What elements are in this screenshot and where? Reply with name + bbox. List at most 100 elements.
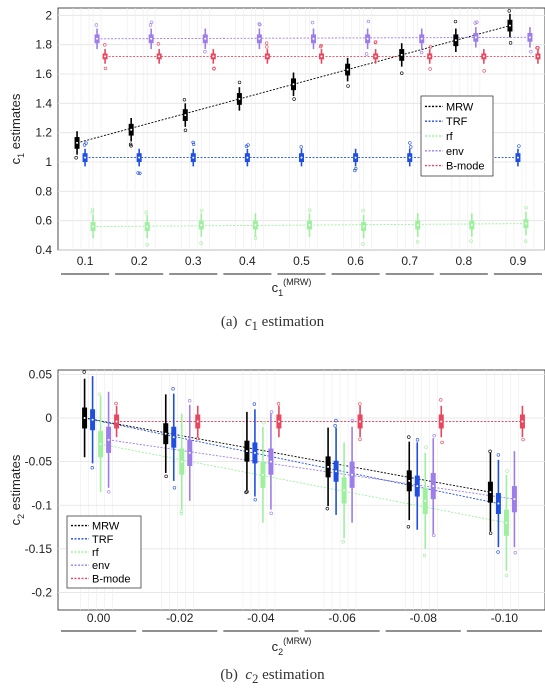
median-marker <box>106 438 111 442</box>
outlier-point <box>505 469 509 473</box>
legend-label: rf <box>92 547 100 559</box>
caption-a: (a) c1 estimation <box>0 314 545 334</box>
caption-b-text: estimation <box>262 667 325 683</box>
y-tick-label: -0.1 <box>31 498 52 512</box>
caption-b-var: c <box>245 667 253 683</box>
legend-label: rf <box>446 131 454 143</box>
outlier-point <box>318 44 323 49</box>
median-marker <box>91 224 95 229</box>
x-tick-label: -0.10 <box>491 611 519 625</box>
median-marker <box>516 156 520 160</box>
outlier-point <box>107 490 111 494</box>
trend-line-rf <box>100 443 507 524</box>
outlier-point <box>262 421 266 425</box>
y-tick-label: 1.6 <box>35 67 52 81</box>
outlier-point <box>212 66 216 71</box>
x-tick-label: 0.00 <box>87 611 111 625</box>
median-marker <box>374 54 378 59</box>
outlier-point <box>354 166 358 171</box>
median-marker <box>482 54 486 59</box>
caption-b-prefix: (b) <box>220 667 238 683</box>
x-tick-label: -0.04 <box>247 611 275 625</box>
median-marker <box>334 469 338 473</box>
outlier-point <box>496 453 501 457</box>
outlier-point <box>361 242 365 246</box>
legend-box <box>66 515 142 589</box>
caption-a-sub: 1 <box>251 319 258 333</box>
outlier-point <box>82 143 87 147</box>
y-tick-label: 1.2 <box>35 126 52 140</box>
chart-2: -0.2 -0.15 -0.1 -0.05 0 0.05 0.00 -0.02 -0.04 -0.… <box>8 367 545 657</box>
median-marker <box>350 473 354 477</box>
median-marker <box>400 53 404 57</box>
outlier-point <box>183 128 188 133</box>
outlier-point <box>203 50 207 54</box>
outlier-point <box>507 9 511 13</box>
outlier-point <box>513 550 517 555</box>
median-marker <box>82 416 87 420</box>
outlier-point <box>422 553 427 558</box>
median-marker <box>253 451 257 455</box>
outlier-point <box>432 533 436 538</box>
median-marker <box>524 222 528 226</box>
outlier-point <box>74 156 78 160</box>
outlier-point <box>171 387 175 391</box>
x-tick-label: 0.8 <box>455 254 472 268</box>
outlier-point <box>136 171 140 175</box>
outlier-point <box>521 437 525 442</box>
outlier-point <box>179 511 184 516</box>
median-marker <box>245 156 249 160</box>
outlier-point <box>179 509 184 514</box>
outlier-point <box>361 208 365 213</box>
median-marker <box>103 54 107 59</box>
legend-label: MRW <box>92 521 120 533</box>
median-marker <box>157 54 161 59</box>
outlier-point <box>90 207 95 212</box>
median-marker <box>415 484 419 488</box>
x-tick-label: 0.3 <box>185 254 202 268</box>
outlier-point <box>524 205 528 210</box>
median-marker <box>261 473 265 477</box>
outlier-point <box>508 41 513 45</box>
outlier-point <box>276 402 281 406</box>
outlier-point <box>496 550 500 554</box>
outlier-point <box>237 80 242 85</box>
outlier-point <box>82 370 86 374</box>
outlier-point <box>245 489 249 494</box>
median-marker <box>183 113 187 117</box>
legend-label: TRF <box>92 534 114 546</box>
outlier-point <box>172 486 177 490</box>
outlier-point <box>103 43 107 47</box>
chart-1: 0.4 0.6 0.8 1 1.2 1.4 1.6 1.8 2 0.1 0.2 0.3 0.4 0.5 0.… <box>8 7 545 298</box>
median-marker <box>269 460 273 464</box>
outlier-point <box>415 438 420 442</box>
outlier-point <box>523 239 528 243</box>
median-marker <box>358 419 362 424</box>
x-tick-label: 0.6 <box>347 254 364 268</box>
median-marker <box>496 501 501 506</box>
x-tick-label: 0.9 <box>510 254 527 268</box>
legend-label: env <box>92 560 110 572</box>
median-marker <box>311 37 316 41</box>
median-marker <box>470 223 474 227</box>
median-marker <box>528 35 532 39</box>
outlier-point <box>97 392 102 396</box>
median-marker <box>245 449 249 453</box>
outlier-point <box>187 399 192 403</box>
median-marker <box>180 460 184 464</box>
median-marker <box>326 465 330 469</box>
outlier-point <box>428 45 433 49</box>
y-axis-label: c2 estimates <box>8 454 26 525</box>
caption-b-sub: 2 <box>252 672 259 686</box>
y-tick-label: -0.05 <box>25 455 53 469</box>
median-marker <box>408 156 412 160</box>
outlier-point <box>407 435 411 439</box>
y-tick-label: 0.6 <box>35 214 52 228</box>
median-marker <box>83 156 87 160</box>
median-marker <box>98 442 103 446</box>
outlier-point <box>439 398 443 402</box>
outlier-point <box>424 445 428 449</box>
median-marker <box>265 54 269 59</box>
outlier-point <box>138 171 142 176</box>
outlier-point <box>350 419 355 423</box>
